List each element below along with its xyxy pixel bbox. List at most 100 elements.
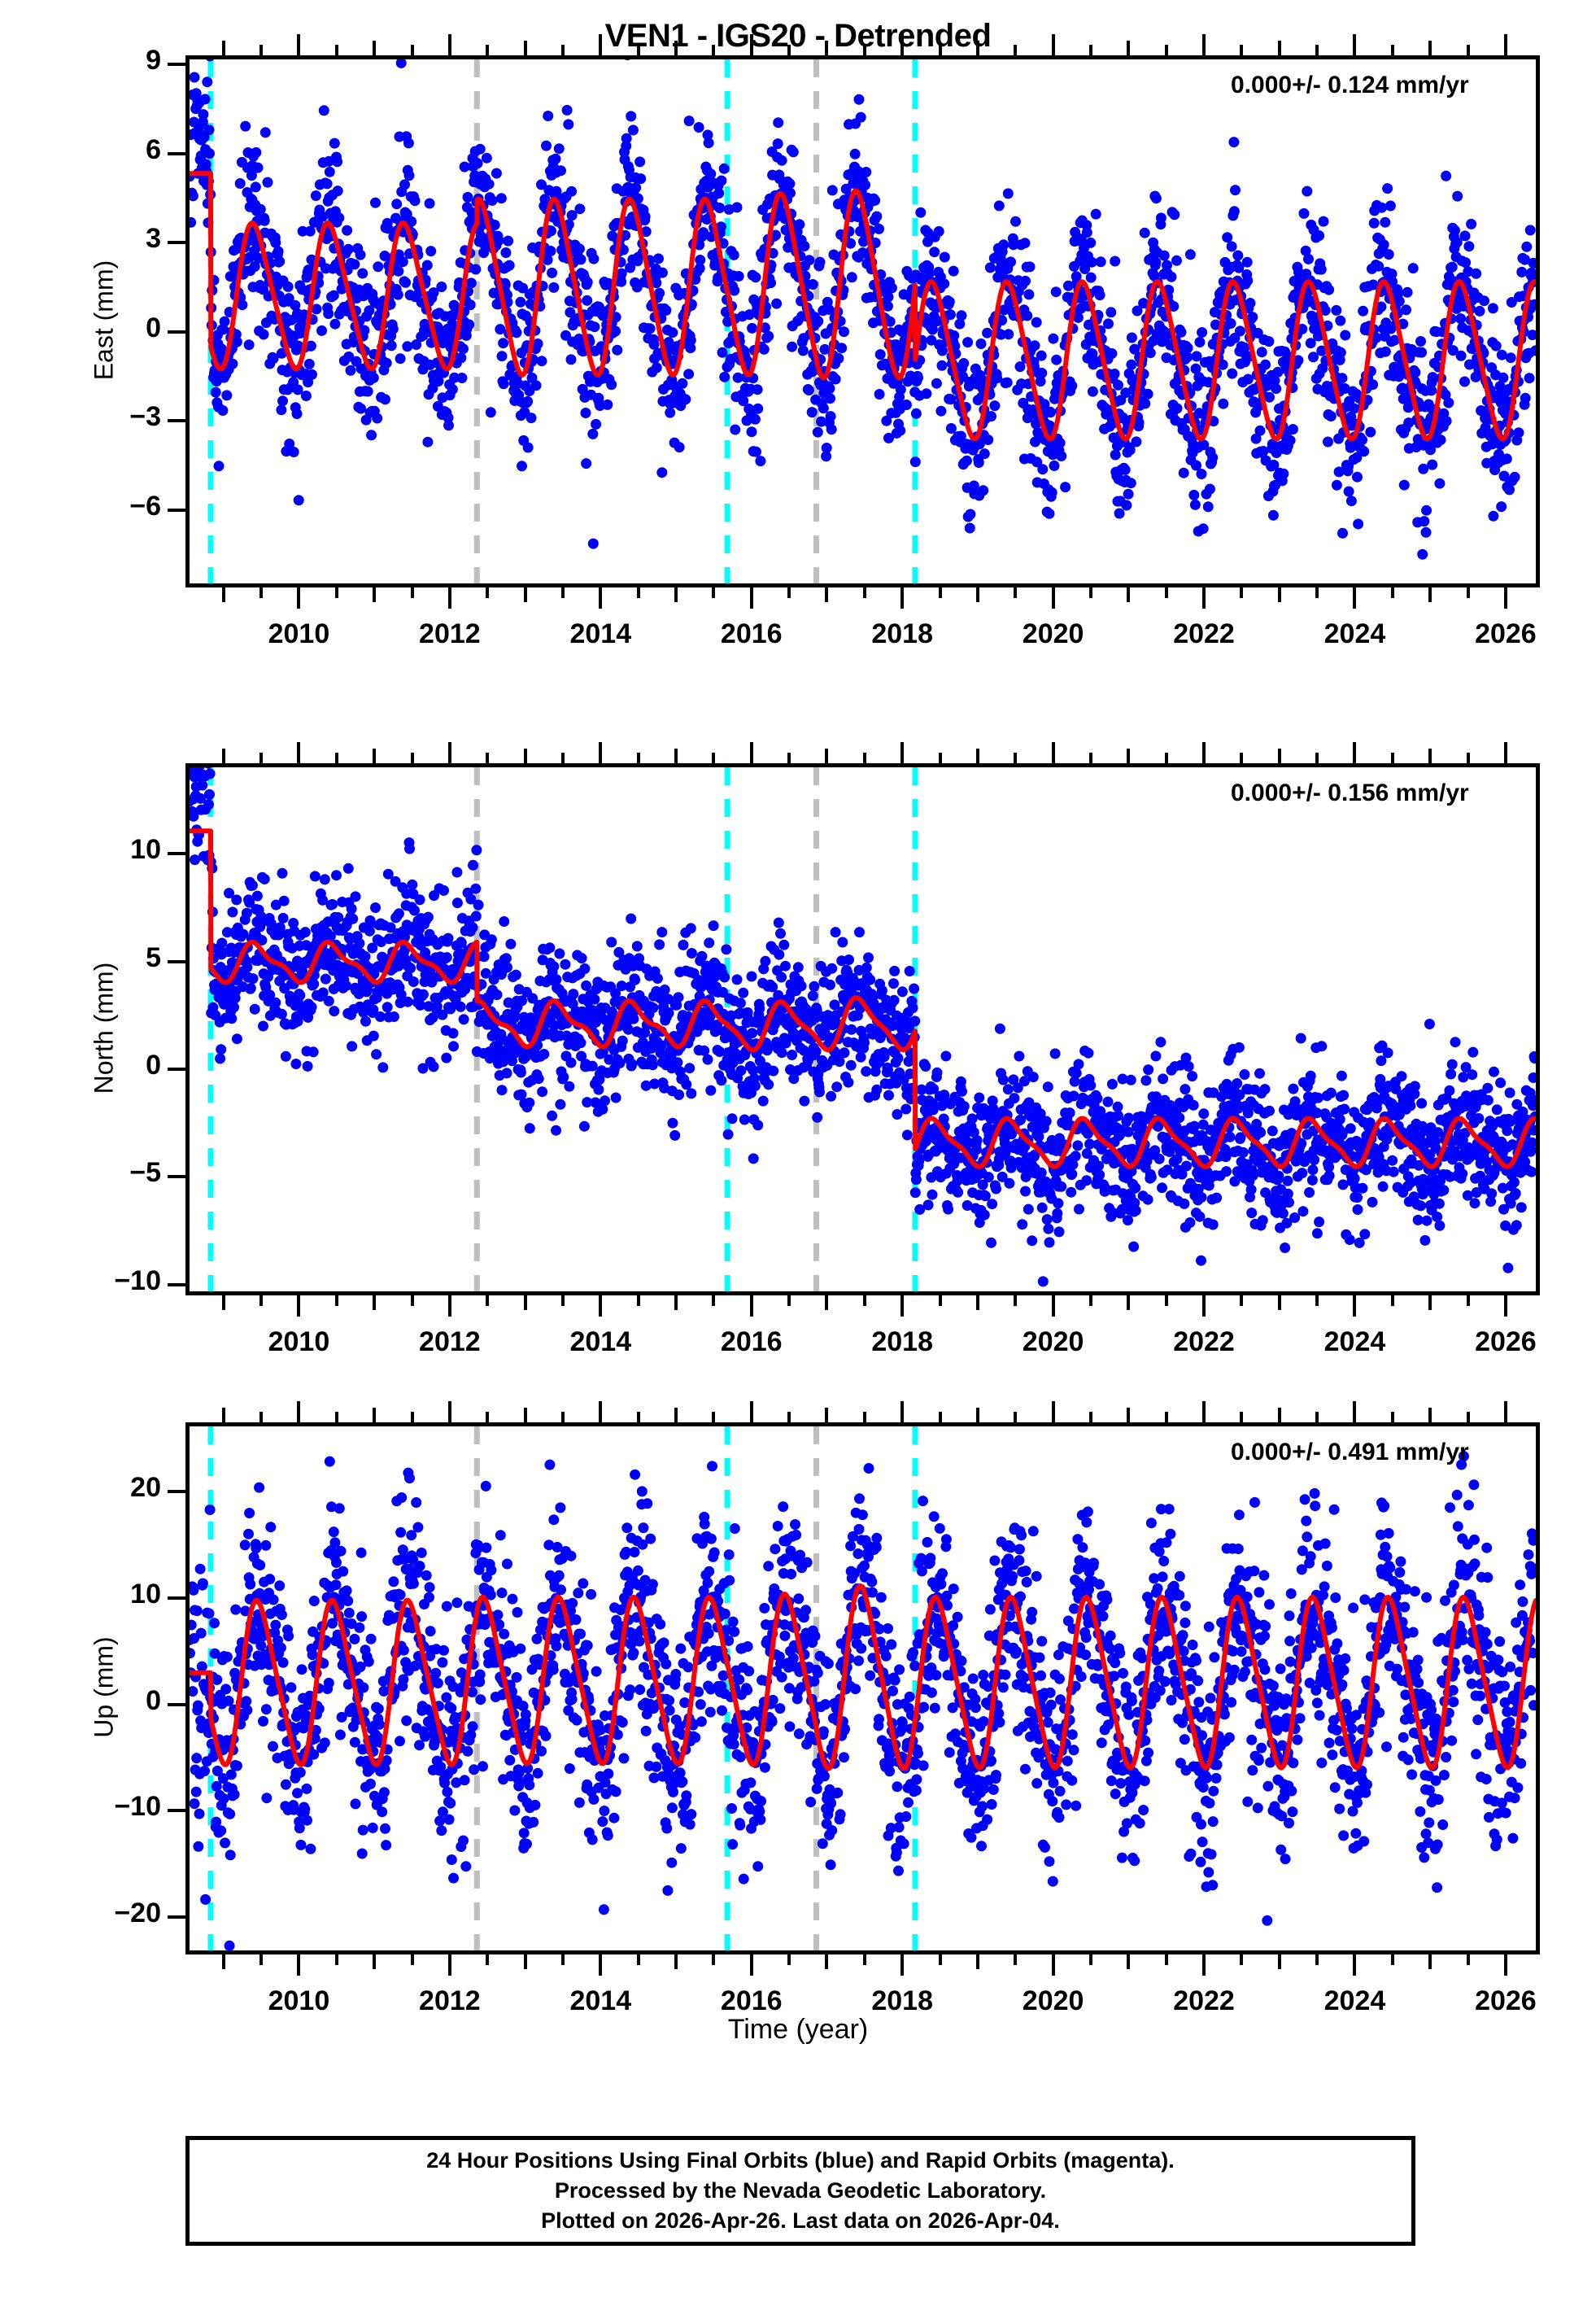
x-tick-mark-north-2022.0: [1202, 1295, 1206, 1317]
caption-box: 24 Hour Positions Using Final Orbits (bl…: [185, 2136, 1415, 2246]
y-tick-up-3: −10: [104, 1791, 161, 1823]
y-tick-east-5: −6: [104, 491, 161, 522]
x-tick-mark-north-2025.5: [1467, 1295, 1470, 1306]
x-tick-label-north-6: 2022: [1147, 1326, 1261, 1358]
x-tick-label-north-0: 2010: [242, 1326, 355, 1358]
x-tick-mark-top-up-2026.0: [1504, 1401, 1507, 1422]
x-tick-mark-north-2014.0: [599, 1295, 602, 1317]
y-axis-label-east: East (mm): [89, 215, 120, 426]
rate-annotation-east: 0.000+/- 0.124 mm/yr: [1231, 72, 1469, 99]
x-tick-mark-east-2009.0: [222, 587, 225, 602]
data-points-north: [190, 767, 1536, 1286]
x-tick-mark-up-2023.5: [1315, 1954, 1319, 1965]
x-tick-mark-north-2021.0: [1127, 1295, 1130, 1310]
x-tick-label-north-8: 2026: [1449, 1326, 1563, 1358]
x-tick-mark-east-2023.5: [1315, 587, 1319, 598]
y-tick-mark-east-4: [168, 419, 185, 422]
x-tick-mark-north-2010.0: [297, 1295, 300, 1317]
x-tick-mark-top-up-2022.0: [1202, 1401, 1206, 1422]
y-tick-mark-east-3: [168, 330, 185, 334]
x-tick-mark-east-2017.0: [825, 587, 828, 602]
x-tick-mark-up-2022.5: [1240, 1954, 1243, 1965]
x-tick-mark-north-2019.5: [1014, 1295, 1017, 1306]
x-tick-mark-top-east-2013.5: [561, 45, 565, 55]
x-tick-mark-top-north-2021.5: [1165, 753, 1168, 763]
y-tick-east-1: 6: [104, 134, 161, 166]
x-tick-label-up-6: 2022: [1147, 1985, 1261, 2017]
x-tick-mark-top-east-2009.5: [259, 45, 263, 55]
x-tick-mark-north-2011.0: [373, 1295, 376, 1310]
x-tick-mark-east-2010.5: [335, 587, 338, 598]
plot-canvas-up: [190, 1426, 1536, 1950]
x-tick-mark-east-2021.0: [1127, 587, 1130, 602]
x-tick-mark-north-2022.5: [1240, 1295, 1243, 1306]
x-tick-mark-up-2026.0: [1504, 1954, 1507, 1976]
x-tick-mark-north-2015.0: [674, 1295, 678, 1310]
x-tick-mark-top-up-2023.0: [1278, 1408, 1281, 1422]
caption-line-3: Plotted on 2026-Apr-26. Last data on 202…: [541, 2206, 1060, 2236]
x-tick-label-north-2: 2014: [543, 1326, 657, 1358]
x-tick-mark-top-east-2021.0: [1127, 41, 1130, 55]
y-tick-mark-up-4: [168, 1915, 185, 1919]
x-tick-label-north-7: 2024: [1297, 1326, 1411, 1358]
x-tick-mark-top-east-2011.0: [373, 41, 376, 55]
x-tick-mark-top-north-2020.5: [1089, 753, 1092, 763]
x-tick-mark-top-north-2019.5: [1014, 753, 1017, 763]
plot-frame-up: [185, 1422, 1540, 1954]
x-tick-mark-top-up-2024.0: [1353, 1401, 1356, 1422]
x-tick-label-up-3: 2016: [695, 1985, 809, 2017]
x-tick-mark-east-2012.0: [448, 587, 451, 609]
x-tick-mark-top-up-2019.0: [976, 1408, 979, 1422]
x-tick-mark-top-east-2020.5: [1089, 45, 1092, 55]
x-tick-mark-east-2024.0: [1353, 587, 1356, 609]
x-tick-mark-top-north-2021.0: [1127, 749, 1130, 763]
x-tick-mark-top-north-2010.5: [335, 753, 338, 763]
x-tick-mark-top-north-2020.0: [1052, 742, 1055, 763]
plot-frame-east: [185, 55, 1540, 587]
x-tick-mark-east-2012.5: [486, 587, 489, 598]
x-tick-label-east-5: 2020: [996, 618, 1110, 650]
x-tick-mark-up-2012.5: [486, 1954, 489, 1965]
x-tick-mark-east-2011.0: [373, 587, 376, 602]
x-tick-mark-up-2019.0: [976, 1954, 979, 1969]
x-tick-mark-top-east-2010.0: [297, 34, 300, 55]
x-tick-mark-east-2019.5: [1014, 587, 1017, 598]
x-tick-mark-north-2024.0: [1353, 1295, 1356, 1317]
x-tick-mark-up-2016.0: [750, 1954, 753, 1976]
x-tick-mark-top-north-2015.0: [674, 749, 678, 763]
x-tick-mark-top-east-2024.0: [1353, 34, 1356, 55]
x-tick-mark-up-2011.5: [411, 1954, 414, 1965]
x-tick-label-east-6: 2022: [1147, 618, 1261, 650]
x-tick-mark-north-2012.0: [448, 1295, 451, 1317]
x-tick-mark-top-up-2019.5: [1014, 1412, 1017, 1422]
x-axis-label: Time (year): [0, 2014, 1596, 2046]
x-tick-mark-up-2023.0: [1278, 1954, 1281, 1969]
x-tick-mark-top-up-2025.5: [1467, 1412, 1470, 1422]
x-tick-mark-up-2024.5: [1391, 1954, 1394, 1965]
x-tick-mark-east-2020.0: [1052, 587, 1055, 609]
panel-up: 20 10 0 −10 −20 Up (mm) 0.000+/- 0.491 mm/yr 20…: [0, 0, 1596, 1]
x-tick-mark-top-east-2010.5: [335, 45, 338, 55]
x-tick-mark-top-north-2022.0: [1202, 742, 1206, 763]
x-tick-mark-up-2012.0: [448, 1954, 451, 1976]
x-tick-mark-north-2020.0: [1052, 1295, 1055, 1317]
x-tick-mark-top-north-2016.0: [750, 742, 753, 763]
x-tick-mark-east-2013.0: [524, 587, 527, 602]
x-tick-mark-up-2024.0: [1353, 1954, 1356, 1976]
x-tick-mark-north-2023.5: [1315, 1295, 1319, 1306]
x-tick-mark-north-2014.5: [637, 1295, 640, 1306]
x-tick-mark-up-2009.5: [259, 1954, 263, 1965]
y-tick-mark-north-0: [168, 852, 185, 855]
x-tick-mark-top-north-2017.0: [825, 749, 828, 763]
x-tick-mark-top-north-2014.0: [599, 742, 602, 763]
x-tick-mark-top-north-2018.0: [900, 742, 904, 763]
x-tick-mark-top-north-2016.5: [787, 753, 791, 763]
x-tick-mark-top-up-2015.5: [712, 1412, 715, 1422]
x-tick-mark-east-2026.0: [1504, 587, 1507, 609]
x-tick-mark-top-east-2018.0: [900, 34, 904, 55]
x-tick-mark-north-2013.0: [524, 1295, 527, 1310]
x-tick-mark-north-2018.0: [900, 1295, 904, 1317]
y-axis-label-north: North (mm): [89, 923, 120, 1134]
scatter-blob: [190, 59, 1536, 560]
x-tick-label-up-5: 2020: [996, 1985, 1110, 2017]
